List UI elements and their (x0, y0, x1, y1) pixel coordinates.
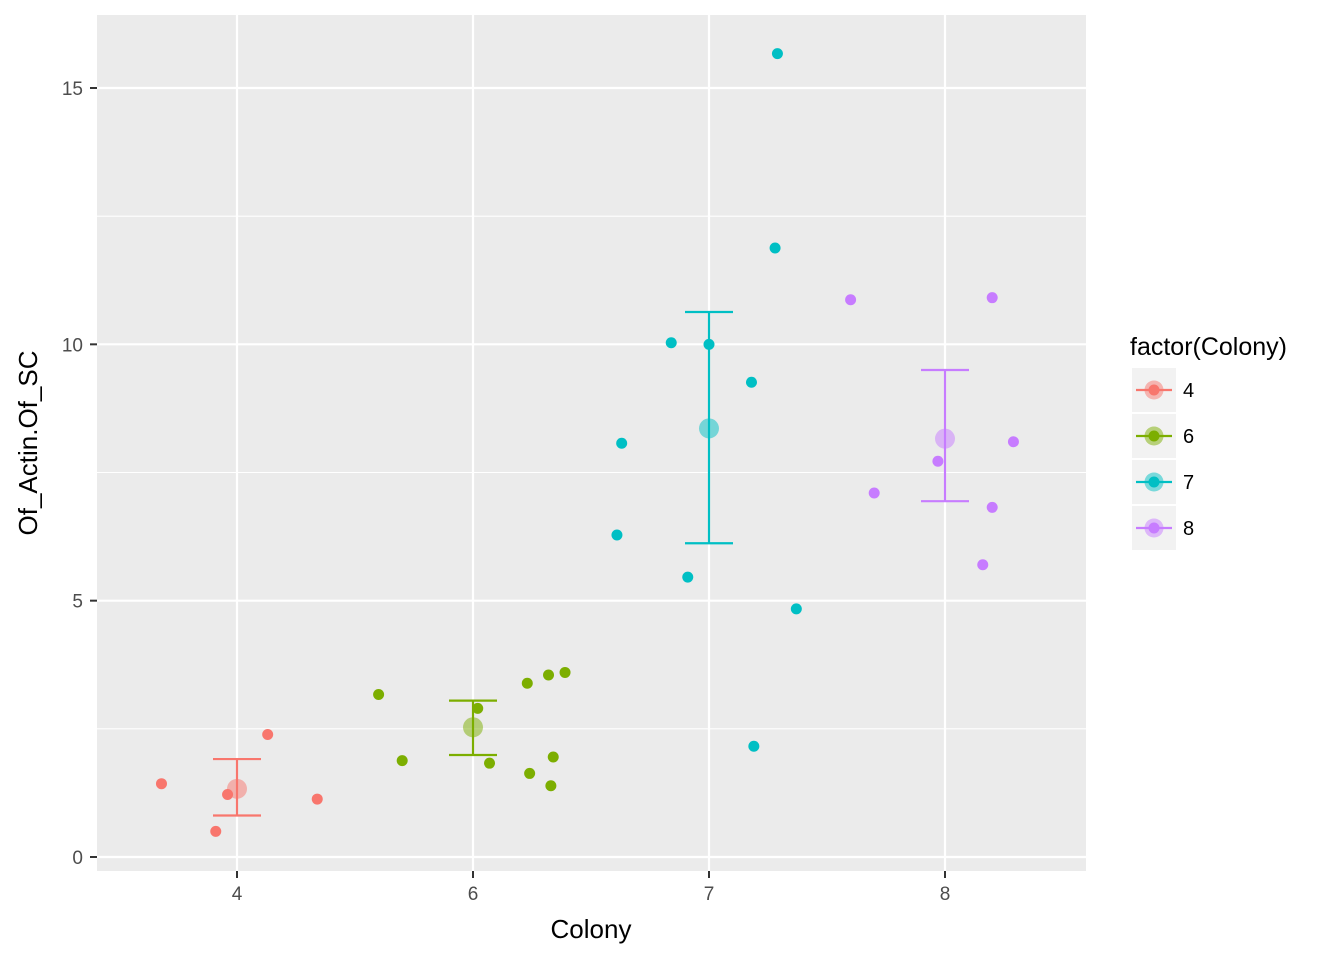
y-tick-label: 10 (62, 335, 83, 356)
y-axis: 0 5 10 15 (62, 79, 97, 869)
y-axis-title: Of_Actin.Of_SC (13, 351, 43, 536)
data-point-6 (543, 669, 555, 681)
minor-gridlines (97, 215, 1086, 730)
x-axis: 4 6 7 8 (232, 871, 951, 905)
x-axis-title: Colony (551, 914, 632, 944)
data-point-6 (521, 677, 533, 689)
data-point-7 (748, 740, 760, 752)
data-point-7 (745, 376, 757, 388)
data-point-7 (771, 48, 783, 60)
x-tick-label: 7 (704, 884, 715, 905)
data-point-8 (1007, 436, 1019, 448)
legend-label-7: 7 (1183, 472, 1194, 494)
legend: factor(Colony) 4 6 7 8 (1130, 333, 1287, 550)
data-point-7 (769, 242, 781, 254)
data-point-4 (155, 778, 167, 790)
data-point-8 (868, 487, 880, 499)
legend-key-point-4 (1148, 384, 1160, 396)
legend-label-6: 6 (1183, 426, 1194, 448)
legend-key-point-7 (1148, 476, 1160, 488)
data-point-8 (986, 501, 998, 513)
data-point-7 (703, 338, 715, 350)
y-tick-label: 15 (62, 79, 83, 100)
data-point-7 (682, 571, 694, 583)
data-points (155, 48, 1019, 837)
data-point-6 (373, 688, 385, 700)
x-tick-label: 6 (468, 884, 479, 905)
data-point-6 (524, 767, 536, 779)
mean-point-6 (463, 717, 483, 738)
y-tick-label: 5 (72, 592, 83, 613)
data-point-6 (545, 780, 557, 792)
mean-point-7 (699, 418, 719, 439)
data-point-7 (616, 437, 628, 449)
data-point-6 (559, 666, 571, 678)
data-point-4 (222, 788, 234, 800)
data-point-8 (986, 292, 998, 304)
x-tick-label: 8 (940, 884, 951, 905)
data-point-7 (665, 337, 677, 349)
data-point-8 (977, 559, 989, 571)
legend-label-4: 4 (1183, 380, 1194, 402)
legend-key-point-8 (1148, 522, 1160, 534)
legend-label-8: 8 (1183, 518, 1194, 540)
data-point-4 (311, 793, 323, 805)
data-point-6 (396, 755, 408, 767)
data-point-4 (262, 728, 274, 740)
mean-points (227, 418, 955, 799)
data-point-6 (547, 751, 559, 763)
data-point-6 (484, 757, 496, 769)
data-point-7 (611, 529, 623, 541)
x-tick-label: 4 (232, 884, 243, 905)
data-point-6 (472, 702, 484, 714)
data-point-7 (790, 603, 802, 615)
data-point-8 (932, 455, 944, 467)
data-point-8 (845, 294, 857, 306)
y-tick-label: 0 (72, 848, 83, 869)
legend-title: factor(Colony) (1130, 333, 1287, 361)
data-point-4 (210, 825, 222, 837)
legend-key-point-6 (1148, 430, 1160, 442)
mean-point-8 (935, 428, 955, 449)
